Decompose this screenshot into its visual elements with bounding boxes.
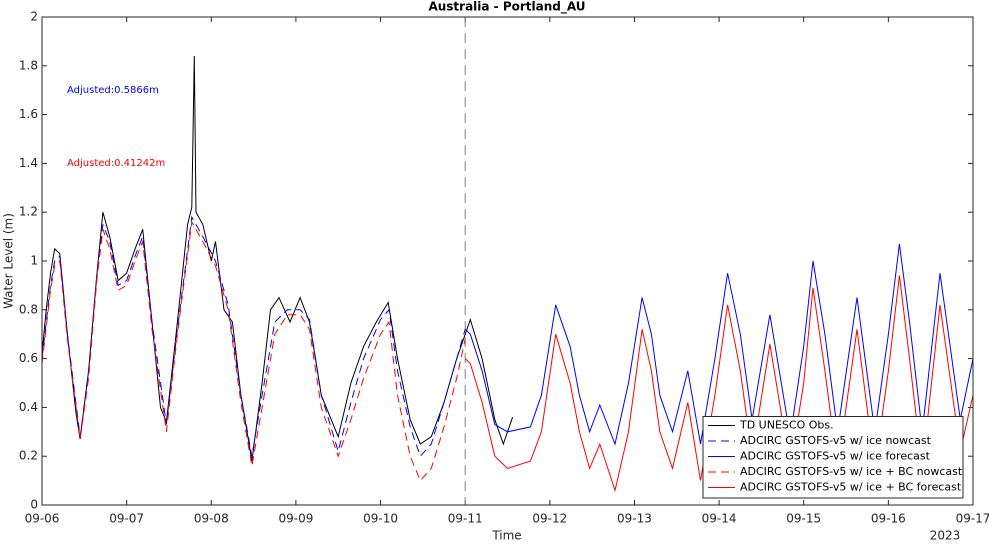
y-tick-label: 0.6 <box>19 351 38 365</box>
chart-title: Australia - Portland_AU <box>428 0 585 15</box>
x-tick-label: 09-16 <box>871 512 906 526</box>
y-tick-label: 1.6 <box>19 107 38 121</box>
x-axis-secondary-label: 2023 <box>930 529 961 542</box>
annotation: Adjusted:0.41242m <box>67 158 165 169</box>
x-tick-label: 09-14 <box>702 512 737 526</box>
series-line <box>41 220 466 482</box>
x-tick-label: 09-09 <box>278 512 313 526</box>
y-tick-label: 2 <box>30 10 38 24</box>
x-tick-label: 09-07 <box>109 512 144 526</box>
x-axis-label: Time <box>491 529 521 542</box>
y-tick-label: 1 <box>30 254 38 268</box>
y-tick-label: 1.8 <box>19 58 38 72</box>
legend-label: ADCIRC GSTOFS-v5 w/ ice nowcast <box>740 434 932 447</box>
y-tick-label: 0.4 <box>19 400 38 414</box>
series-line <box>464 275 974 493</box>
plot-frame <box>41 16 974 506</box>
x-tick-label: 09-10 <box>363 512 398 526</box>
y-tick-label: 1.2 <box>19 205 38 219</box>
x-tick-label: 09-17 <box>956 512 989 526</box>
legend-label: ADCIRC GSTOFS-v5 w/ ice + BC forecast <box>740 481 962 494</box>
annotation: Adjusted:0.5866m <box>67 85 159 96</box>
legend-label: ADCIRC GSTOFS-v5 w/ ice + BC nowcast <box>740 465 963 478</box>
y-tick-label: 1.4 <box>19 156 38 170</box>
x-tick-label: 09-15 <box>786 512 821 526</box>
series-line <box>464 243 974 446</box>
y-tick-label: 0 <box>30 498 38 512</box>
x-tick-label: 09-12 <box>532 512 567 526</box>
x-tick-label: 09-08 <box>194 512 229 526</box>
legend-label: TD UNESCO Obs. <box>739 419 834 432</box>
y-tick-label: 0.8 <box>19 302 38 316</box>
y-tick-label: 0.2 <box>19 449 38 463</box>
x-tick-label: 09-06 <box>25 512 60 526</box>
x-tick-label: 09-13 <box>617 512 652 526</box>
legend-label: ADCIRC GSTOFS-v5 w/ ice forecast <box>740 450 931 463</box>
legend-box <box>702 416 964 499</box>
x-tick-label: 09-11 <box>448 512 483 526</box>
y-axis-label: Water Level (m) <box>2 213 16 309</box>
